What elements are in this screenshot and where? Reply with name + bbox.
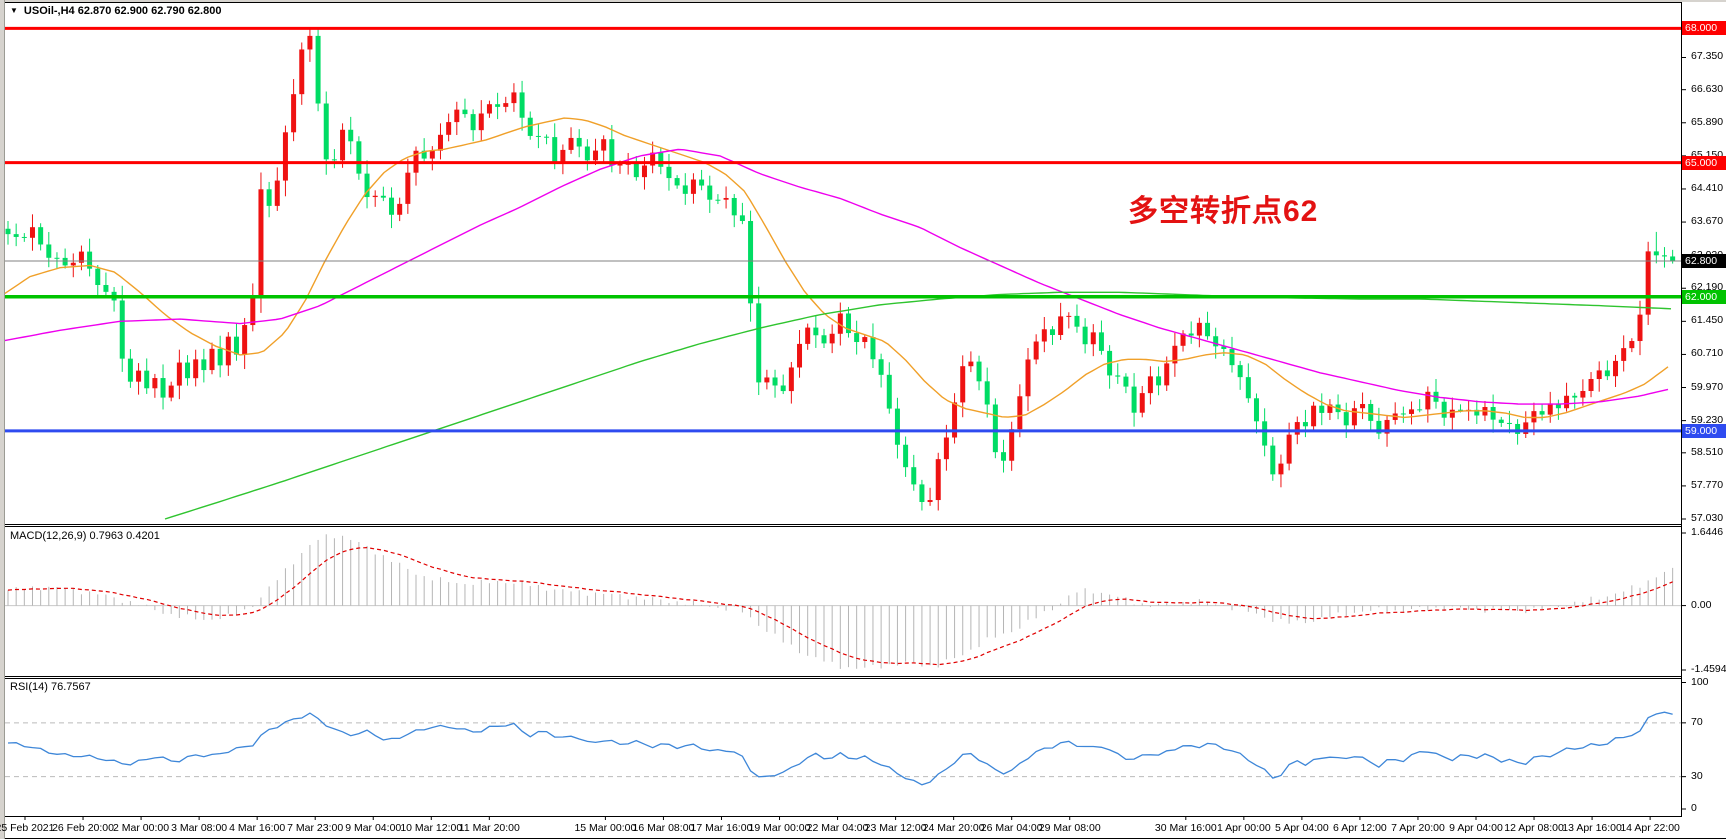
rsi-line — [7, 711, 1673, 786]
price-tick: 66.630 — [1691, 82, 1724, 95]
time-label: 17 Mar 16:00 — [690, 822, 753, 834]
ma-slow-green — [164, 291, 1672, 520]
time-label: 9 Mar 04:00 — [345, 822, 402, 834]
collapse-arrow-icon[interactable]: ▼ — [10, 6, 18, 15]
rsi-tick: 30 — [1691, 769, 1703, 782]
price-tick: 59.970 — [1691, 380, 1724, 393]
price-tick: 59.230 — [1691, 413, 1724, 426]
price-tick: 61.450 — [1691, 314, 1724, 327]
ma-fast-orange — [0, 117, 1669, 419]
ma-mid-magenta — [0, 148, 1669, 405]
time-label: 23 Mar 12:00 — [864, 822, 927, 834]
rsi-tick: 100 — [1691, 675, 1709, 688]
time-label: 15 Mar 00:00 — [574, 822, 637, 834]
window-frame-top — [0, 0, 1726, 2]
time-label: 7 Mar 23:00 — [287, 822, 344, 834]
price-tick: 57.770 — [1691, 478, 1724, 491]
time-label: 11 Mar 20:00 — [458, 822, 520, 834]
rsi-label: RSI(14) 76.7567 — [10, 681, 91, 693]
annotation-text: 多空转折点62 — [1128, 195, 1319, 228]
macd-signal-line — [7, 546, 1673, 666]
price-tick: 58.510 — [1691, 445, 1724, 458]
price-tag-59.000: 59.000 — [1682, 423, 1726, 438]
symbol-ohlc-label: ▼ USOil-,H4 62.870 62.900 62.790 62.800 — [10, 5, 221, 17]
time-label: 5 Apr 04:00 — [1275, 822, 1329, 834]
price-tick: 63.670 — [1691, 215, 1724, 228]
price-tag-65.000: 65.000 — [1682, 155, 1726, 170]
time-label: 22 Mar 04:00 — [806, 822, 869, 834]
time-label: 3 Mar 08:00 — [171, 822, 228, 834]
macd-tick: -1.4594 — [1691, 663, 1726, 675]
price-tag-62.800: 62.800 — [1682, 253, 1726, 268]
time-label: 1 Apr 00:00 — [1216, 822, 1271, 834]
time-label: 24 Mar 20:00 — [922, 822, 985, 834]
price-tick: 57.030 — [1691, 512, 1724, 524]
time-label: 30 Mar 16:00 — [1154, 822, 1217, 834]
time-label: 2 Mar 00:00 — [113, 822, 170, 834]
symbol-ohlc-text: USOil-,H4 62.870 62.900 62.790 62.800 — [23, 5, 222, 17]
time-label: 7 Apr 20:00 — [1391, 822, 1445, 834]
price-tick: 67.350 — [1691, 50, 1724, 63]
time-label: 19 Mar 00:00 — [748, 822, 811, 834]
macd-tick: 0.00 — [1691, 598, 1712, 611]
time-label: 13 Apr 16:00 — [1562, 822, 1622, 834]
time-label: 25 Feb 2021 — [0, 822, 55, 834]
price-tag-68.000: 68.000 — [1682, 21, 1726, 36]
time-label: 26 Mar 04:00 — [980, 822, 1043, 834]
time-label: 6 Apr 12:00 — [1333, 822, 1387, 834]
macd-label: MACD(12,26,9) 0.7963 0.4201 — [10, 530, 160, 542]
price-tick: 64.410 — [1691, 181, 1724, 194]
rsi-tick: 0 — [1691, 802, 1697, 814]
time-label: 26 Feb 20:00 — [52, 822, 114, 834]
window-frame-left — [0, 0, 5, 839]
price-tick: 60.710 — [1691, 347, 1724, 360]
time-label: 12 Apr 08:00 — [1504, 822, 1564, 834]
time-label: 29 Mar 08:00 — [1038, 822, 1101, 834]
time-label: 10 Mar 12:00 — [400, 822, 463, 834]
rsi-tick: 70 — [1691, 715, 1703, 728]
price-tick: 65.890 — [1691, 115, 1724, 128]
time-label: 16 Mar 08:00 — [632, 822, 695, 834]
time-label: 14 Apr 22:00 — [1620, 822, 1680, 834]
price-tag-62.000: 62.000 — [1682, 289, 1726, 304]
macd-tick: 1.6446 — [1691, 526, 1724, 538]
time-label: 9 Apr 04:00 — [1449, 822, 1503, 834]
time-label: 4 Mar 16:00 — [229, 822, 286, 834]
